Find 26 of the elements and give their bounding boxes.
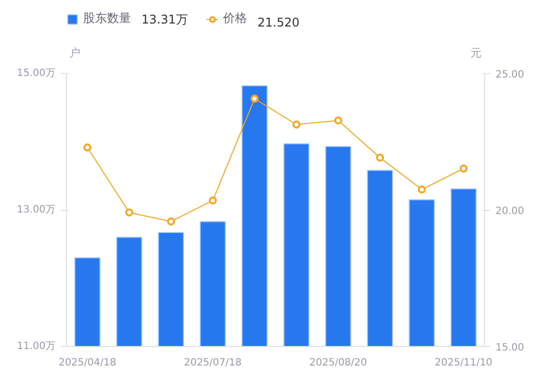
point xyxy=(334,116,342,124)
x-tick-label: 2025/07/18 xyxy=(184,358,242,368)
y2-tick-label: 15.00 xyxy=(496,342,524,354)
y-axis-title: 户 xyxy=(70,46,80,60)
legend-label: 价格 xyxy=(223,10,247,27)
x-tick-label: 2025/04/18 xyxy=(58,358,116,368)
y2-axis-title: 元 xyxy=(470,46,482,60)
point xyxy=(250,94,259,103)
text: 21.520 xyxy=(258,16,300,30)
y-tick-label: 15.00万 xyxy=(16,68,56,79)
legend-label: 股东数量 xyxy=(83,10,131,27)
point xyxy=(460,164,468,172)
point xyxy=(83,143,92,152)
point xyxy=(208,196,217,204)
point xyxy=(125,208,134,216)
point xyxy=(376,154,384,162)
point xyxy=(167,217,175,226)
x-tick-label: 2025/11/10 xyxy=(434,358,492,368)
y2-tick-label: 20.00 xyxy=(496,206,524,217)
x-tick-label: 2025/08/20 xyxy=(309,358,368,368)
point xyxy=(418,186,426,194)
y-tick-label: 11.00万 xyxy=(16,341,56,352)
text: 13.31万 xyxy=(142,12,188,26)
point xyxy=(292,120,300,129)
y2-tick-label: 25.00 xyxy=(496,70,524,80)
y-tick-label: 13.00万 xyxy=(16,204,56,216)
